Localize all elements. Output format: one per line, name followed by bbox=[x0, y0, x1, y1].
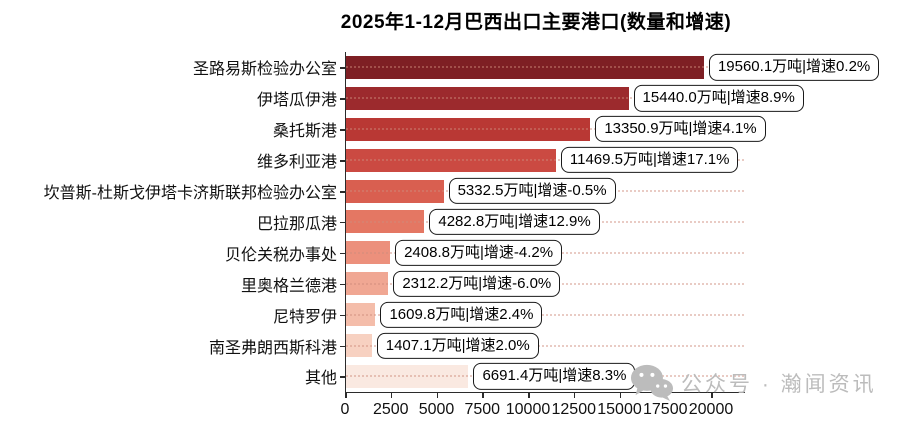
bar-value-label: 1407.1万吨|增速2.0% bbox=[376, 332, 539, 359]
y-axis-label: 伊塔瓜伊港 bbox=[256, 92, 337, 110]
x-axis-tick-label: 15000 bbox=[597, 401, 642, 418]
bar-row: 2312.2万吨|增速-6.0% bbox=[340, 268, 746, 299]
page-title: 2025年1-12月巴西出口主要港口(数量和增速) bbox=[340, 12, 732, 33]
plot-area: 19560.1万吨|增速0.2% 15440.0万吨|增速8.9% 13350.9万… bbox=[340, 52, 880, 392]
x-axis-tick-label: 0 bbox=[340, 401, 350, 418]
y-axis-labels: 圣路易斯检验办公室伊塔瓜伊港桑托斯港维多利亚港坎普斯-杜斯戈伊塔卡济斯联邦检验办… bbox=[0, 52, 337, 392]
bar-row: 19560.1万吨|增速0.2% bbox=[340, 52, 880, 83]
row-gridline bbox=[346, 313, 744, 316]
y-axis-label: 维多利亚港 bbox=[256, 154, 337, 172]
bar-value-label: 19560.1万吨|增速0.2% bbox=[708, 54, 880, 81]
bar bbox=[346, 364, 469, 388]
bar-row: 6691.4万吨|增速8.3% bbox=[340, 361, 746, 392]
row-gridline bbox=[346, 128, 744, 131]
x-axis-tick bbox=[482, 393, 484, 398]
bar-value-label: 2408.8万吨|增速-4.2% bbox=[395, 239, 563, 266]
y-axis-tick bbox=[340, 129, 345, 131]
y-axis-tick bbox=[340, 221, 345, 224]
bar bbox=[346, 148, 556, 172]
bar-row: 2408.8万吨|增速-4.2% bbox=[340, 237, 746, 268]
y-axis-tick bbox=[340, 67, 345, 69]
y-axis-label: 南圣弗朗西斯科港 bbox=[208, 339, 337, 357]
x-axis-line: 0 2500 5000 7500 10000 12500 15000 17500 20000 bbox=[341, 392, 745, 433]
bar bbox=[346, 241, 391, 265]
y-axis-tick bbox=[340, 98, 345, 100]
bar bbox=[346, 272, 389, 296]
bar-value-label: 4282.8万吨|增速12.9% bbox=[429, 208, 600, 236]
y-axis-label: 尼特罗伊 bbox=[272, 308, 337, 326]
bar-value-label: 1609.8万吨|增速2.4% bbox=[380, 301, 543, 328]
watermark: 公众号 · 瀚闻资讯 bbox=[630, 364, 877, 401]
bar-value-label: 15440.0万吨|增速8.9% bbox=[633, 85, 804, 112]
bar bbox=[346, 179, 444, 203]
watermark-text: 公众号 · 瀚闻资讯 bbox=[681, 372, 877, 396]
row-gridline bbox=[346, 66, 744, 69]
y-axis-label: 里奥格兰德港 bbox=[240, 277, 337, 295]
bar-value-label: 5332.5万吨|增速-0.5% bbox=[448, 177, 616, 205]
x-axis-tick bbox=[619, 393, 621, 398]
bar bbox=[346, 86, 629, 110]
bar-row: 1407.1万吨|增速2.0% bbox=[340, 330, 746, 361]
y-axis-tick bbox=[340, 191, 345, 193]
x-axis-tick bbox=[573, 393, 576, 398]
y-axis-tick bbox=[340, 376, 345, 378]
bar-value-label: 2312.2万吨|增速-6.0% bbox=[393, 270, 561, 297]
x-axis-tick-label: 7500 bbox=[464, 401, 501, 418]
bar bbox=[346, 55, 704, 79]
x-axis-tick bbox=[711, 393, 713, 398]
y-axis-label: 桑托斯港 bbox=[272, 123, 337, 141]
bar-value-label: 13350.9万吨|增速4.1% bbox=[595, 116, 766, 143]
y-axis-label: 巴拉那瓜港 bbox=[256, 215, 337, 233]
y-axis-tick bbox=[340, 252, 345, 255]
x-axis-tick-label: 2500 bbox=[372, 401, 409, 418]
x-axis-tick bbox=[345, 393, 347, 398]
x-axis-tick bbox=[390, 393, 393, 398]
y-axis-tick bbox=[340, 314, 345, 317]
x-axis-tick-label: 12500 bbox=[551, 401, 597, 418]
x-axis-tick-label: 10000 bbox=[505, 401, 551, 418]
y-axis-label: 贝伦关税办事处 bbox=[224, 246, 337, 264]
x-axis-tick-label: 17500 bbox=[643, 401, 688, 418]
bar-value-label: 6691.4万吨|增速8.3% bbox=[473, 363, 636, 390]
x-axis-tick bbox=[436, 393, 438, 398]
bar-row: 4282.8万吨|增速12.9% bbox=[340, 207, 746, 238]
bar bbox=[346, 334, 372, 358]
bar bbox=[346, 117, 591, 141]
wechat-icon bbox=[630, 364, 674, 401]
x-axis-tick-label: 5000 bbox=[418, 401, 455, 418]
bar bbox=[346, 210, 425, 234]
bar-row: 1609.8万吨|增速2.4% bbox=[340, 299, 746, 330]
row-gridline bbox=[346, 97, 744, 100]
bar-row: 15440.0万吨|增速8.9% bbox=[340, 83, 804, 114]
y-axis-label: 其他 bbox=[304, 370, 337, 388]
row-gridline bbox=[346, 159, 744, 162]
bar-value-label: 11469.5万吨|增速17.1% bbox=[560, 147, 739, 174]
x-axis-tick-label: 20000 bbox=[688, 401, 734, 418]
bar-row: 5332.5万吨|增速-0.5% bbox=[340, 176, 746, 207]
y-axis-tick bbox=[340, 283, 345, 286]
bar-row: 11469.5万吨|增速17.1% bbox=[340, 145, 746, 176]
bar-row: 13350.9万吨|增速4.1% bbox=[340, 114, 766, 145]
y-axis-tick bbox=[340, 345, 345, 348]
x-axis-tick bbox=[528, 393, 530, 398]
y-axis-tick bbox=[340, 160, 345, 162]
row-gridline bbox=[346, 344, 744, 347]
y-axis-label: 坎普斯-杜斯戈伊塔卡济斯联邦检验办公室 bbox=[43, 185, 337, 203]
y-axis-label: 圣路易斯检验办公室 bbox=[192, 61, 337, 79]
bar bbox=[346, 303, 376, 327]
